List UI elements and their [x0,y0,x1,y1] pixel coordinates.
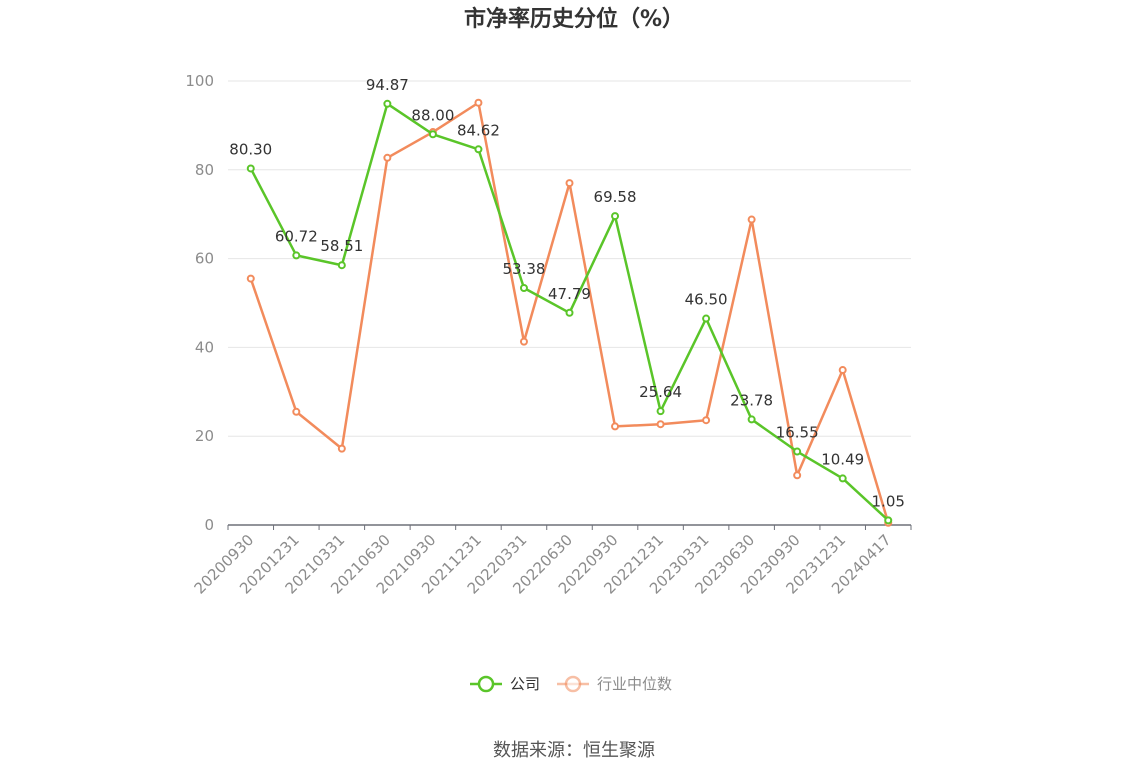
y-tick-label: 40 [195,338,214,356]
data-point [292,251,301,260]
data-point [428,130,437,139]
data-point [337,261,346,270]
data-point [702,416,711,425]
data-point [793,447,802,456]
data-point [292,407,301,416]
data-point [702,314,711,323]
data-point [246,164,255,173]
data-label: 60.72 [275,227,318,245]
data-point [474,145,483,154]
data-label: 1.05 [872,492,905,510]
data-point [838,474,847,483]
data-label: 23.78 [730,391,773,409]
source-text: 数据来源：恒生聚源 [493,740,655,761]
data-label: 53.38 [502,260,545,278]
data-label: 58.51 [320,237,363,255]
data-point [611,422,620,431]
data-label: 47.79 [548,285,591,303]
data-label: 84.62 [457,121,500,139]
legend-label: 行业中位数 [597,675,672,693]
data-point [793,471,802,480]
y-tick-label: 60 [195,250,214,268]
legend[interactable]: 公司 行业中位数 [470,675,672,693]
data-point [474,98,483,107]
x-axis: 2020093020201231202103312021063020210930… [191,524,912,598]
data-label: 88.00 [411,106,454,124]
data-label: 25.64 [639,383,682,401]
legend-marker [564,675,582,693]
data-label: 69.58 [594,188,637,206]
data-label: 94.87 [366,76,409,94]
data-point [383,99,392,108]
data-label: 46.50 [685,291,728,309]
y-axis-ticks: 0 20 40 60 80 100 [185,72,214,534]
data-point [337,444,346,453]
data-point [838,366,847,375]
data-point [246,274,255,283]
data-point [656,407,665,416]
y-tick-label: 20 [195,427,214,445]
data-label: 80.30 [229,140,272,158]
data-point [656,420,665,429]
data-label: 16.55 [776,424,819,442]
data-point [565,308,574,317]
data-point [383,153,392,162]
data-point [747,415,756,424]
y-tick-label: 100 [185,72,214,90]
y-tick-label: 0 [204,516,214,534]
series-group [246,98,893,527]
data-point [747,215,756,224]
chart-title: 市净率历史分位（%） [464,6,684,32]
grid-lines [228,80,911,437]
legend-label: 公司 [510,675,540,693]
data-point [884,516,893,525]
data-point [519,283,528,292]
data-point [611,212,620,221]
data-point [565,179,574,188]
y-tick-label: 80 [195,161,214,179]
legend-marker [477,675,495,693]
data-label: 10.49 [821,450,864,468]
data-point [519,337,528,346]
